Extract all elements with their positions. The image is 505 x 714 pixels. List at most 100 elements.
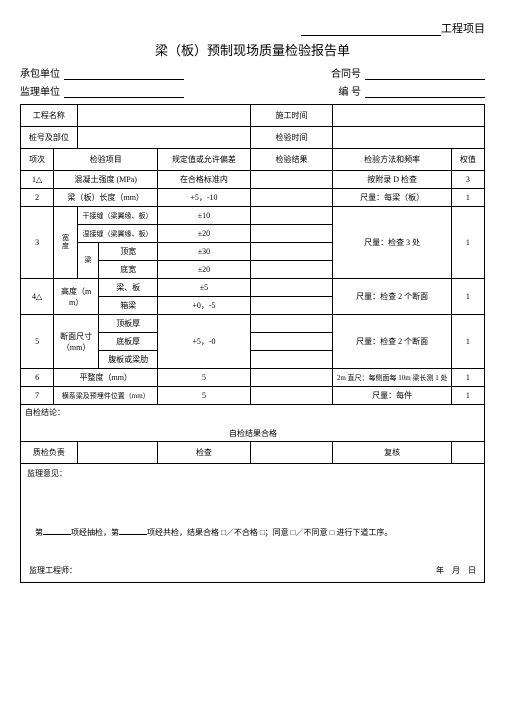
- r1-res[interactable]: [250, 171, 333, 189]
- g3b-tol: ±20: [158, 225, 250, 243]
- supervisor-opinion: 监理意见： 第项经抽检，第项经共检，结果合格 □／不合格 □；同意 □／不同意 …: [21, 464, 485, 583]
- r6-item: 平整度（mm）: [54, 369, 158, 387]
- r4a-tol: ±5: [158, 279, 250, 297]
- r5a-name: 顶板厚: [99, 315, 158, 333]
- r1-method: 按附录 D 检查: [333, 171, 451, 189]
- check-time-value[interactable]: [333, 127, 485, 149]
- construct-time-value[interactable]: [333, 105, 485, 127]
- inspection-table: 工程名称 施工时间 桩号及部位 检验时间 项次 检验项目 规定值或允许偏差 检验…: [20, 104, 485, 583]
- col-weight: 权值: [451, 149, 484, 171]
- r6-weight: 1: [451, 369, 484, 387]
- r7-method: 尺量：每件: [333, 387, 451, 405]
- r2-tol: +5，-10: [158, 189, 250, 207]
- check-label: 检查: [158, 442, 250, 464]
- g3d-res[interactable]: [250, 261, 333, 279]
- r1-weight: 3: [451, 171, 484, 189]
- g3-seq: 3: [21, 207, 54, 279]
- g3d-name: 底宽: [99, 261, 158, 279]
- r2-item: 梁（板）长度（mm）: [54, 189, 158, 207]
- engineer-label: 监理工程师：: [29, 565, 77, 576]
- opinion-para: 第项经抽检，第项经共检，结果合格 □／不合格 □；同意 □／不同意 □ 进行下道…: [27, 525, 478, 540]
- r6-method: 2m 直尺：每侧面每 10m 梁长测 1 处: [333, 369, 451, 387]
- r4-weight: 1: [451, 279, 484, 315]
- g3a-name: 干接缝（梁翼缘、板）: [77, 207, 157, 225]
- col-item: 检验项目: [54, 149, 158, 171]
- r7-seq: 7: [21, 387, 54, 405]
- g3a-res[interactable]: [250, 207, 333, 225]
- r4a-name: 梁、板: [99, 279, 158, 297]
- r4b-tol: +0，-5: [158, 297, 250, 315]
- r5-weight: 1: [451, 315, 484, 369]
- r4-label: 高度（mm）: [54, 279, 99, 315]
- check-time-label: 检验时间: [250, 127, 333, 149]
- r6-res[interactable]: [250, 369, 333, 387]
- r6-tol: 5: [158, 369, 250, 387]
- supervisor-value[interactable]: [64, 86, 184, 98]
- g3b-name: 湿接缝（梁翼缘、板）: [77, 225, 157, 243]
- g3c-name: 顶宽: [99, 243, 158, 261]
- r1-tol: 在合格标准内: [158, 171, 250, 189]
- r4-method: 尺量：检查 2 个断面: [333, 279, 451, 315]
- r4b-name: 箱梁: [99, 297, 158, 315]
- r5c-res[interactable]: [250, 351, 333, 369]
- r7-tol: 5: [158, 387, 250, 405]
- form-title: 梁（板）预制现场质量检验报告单: [20, 40, 485, 59]
- r1-item: 混凝土强度 (MPa): [54, 171, 158, 189]
- contractor-value[interactable]: [64, 68, 184, 80]
- col-seq: 项次: [21, 149, 54, 171]
- proj-name-label: 工程名称: [21, 105, 78, 127]
- review-value[interactable]: [451, 442, 484, 464]
- self-check-result: 自检结果合格: [25, 428, 481, 439]
- r7-weight: 1: [451, 387, 484, 405]
- r5c-name: 腹板或梁肋: [99, 351, 158, 369]
- opinion-blank-2[interactable]: [119, 525, 147, 535]
- g3-method: 尺量：检查 3 处: [333, 207, 451, 279]
- g3-weight: 1: [451, 207, 484, 279]
- r5-method: 尺量：检查 2 个断面: [333, 315, 451, 369]
- supervisor-label: 监理单位: [20, 83, 60, 98]
- g3b-res[interactable]: [250, 225, 333, 243]
- contractor-label: 承包单位: [20, 65, 60, 80]
- r5-seq: 5: [21, 315, 54, 369]
- header-row-2: 监理单位 编 号: [20, 83, 485, 98]
- serial-no-label: 编 号: [339, 83, 362, 98]
- r5b-name: 底板厚: [99, 333, 158, 351]
- r2-seq: 2: [21, 189, 54, 207]
- project-suffix: 工程项目: [441, 23, 485, 35]
- project-line: 工程项目: [20, 20, 485, 36]
- g3-width-label: 宽度: [54, 207, 78, 279]
- r5a-res[interactable]: [250, 315, 333, 333]
- header-row-1: 承包单位 合同号: [20, 65, 485, 80]
- r4a-res[interactable]: [250, 279, 333, 297]
- r5b-res[interactable]: [250, 333, 333, 351]
- g3a-tol: ±10: [158, 207, 250, 225]
- project-underline: [301, 23, 441, 36]
- r5-tol: +5，-0: [158, 315, 250, 369]
- r2-weight: 1: [451, 189, 484, 207]
- serial-no-value[interactable]: [365, 86, 485, 98]
- construct-time-label: 施工时间: [250, 105, 333, 127]
- r4-seq: 4△: [21, 279, 54, 315]
- g3d-tol: ±20: [158, 261, 250, 279]
- r2-method: 尺量：每梁（板）: [333, 189, 451, 207]
- g3c-res[interactable]: [250, 243, 333, 261]
- pile-loc-label: 桩号及部位: [21, 127, 78, 149]
- contract-no-value[interactable]: [365, 68, 485, 80]
- qc-label: 质检负责: [21, 442, 78, 464]
- qc-value[interactable]: [77, 442, 157, 464]
- col-res: 检验结果: [250, 149, 333, 171]
- col-method: 检验方法和频率: [333, 149, 451, 171]
- g3c-tol: ±30: [158, 243, 250, 261]
- check-value[interactable]: [250, 442, 333, 464]
- date-fields: 年 月 日: [436, 565, 476, 576]
- r7-res[interactable]: [250, 387, 333, 405]
- proj-name-value[interactable]: [77, 105, 250, 127]
- self-check-label: 自检结论： 自检结果合格: [21, 405, 485, 442]
- r1-seq: 1△: [21, 171, 54, 189]
- opinion-blank-1[interactable]: [43, 525, 71, 535]
- r2-res[interactable]: [250, 189, 333, 207]
- r6-seq: 6: [21, 369, 54, 387]
- pile-loc-value[interactable]: [77, 127, 250, 149]
- review-label: 复核: [333, 442, 451, 464]
- r4b-res[interactable]: [250, 297, 333, 315]
